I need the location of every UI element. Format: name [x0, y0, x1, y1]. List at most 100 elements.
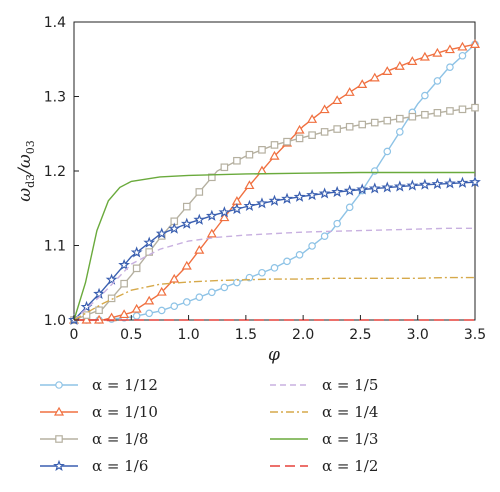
data-point — [181, 260, 192, 270]
data-point — [293, 190, 306, 202]
data-point — [157, 306, 166, 315]
data-point — [332, 95, 343, 105]
data-point — [105, 273, 118, 285]
series-line — [73, 227, 475, 321]
data-point — [107, 294, 116, 303]
y-axis-label-main: ω — [15, 188, 35, 202]
x-tick-label: 3.0 — [407, 327, 429, 343]
data-point — [270, 141, 279, 149]
legend-marker — [55, 435, 63, 443]
data-point — [256, 197, 268, 209]
legend-marker — [53, 459, 65, 472]
data-point — [244, 180, 255, 190]
y-axis-label-sep: /ω — [15, 154, 35, 176]
data-point — [95, 306, 103, 315]
y-axis-label-sub2: 03 — [24, 140, 37, 154]
x-tick-label: 3.5 — [464, 327, 486, 343]
data-point — [120, 279, 128, 288]
x-tick-label: 1.0 — [177, 327, 199, 343]
data-point — [194, 244, 205, 254]
legend-label: α = 1/8 — [92, 430, 148, 448]
data-point — [394, 61, 405, 70]
data-point — [208, 288, 216, 297]
data-point — [182, 202, 191, 211]
data-point — [231, 202, 243, 215]
data-point — [421, 110, 429, 119]
data-point — [320, 128, 329, 136]
data-point — [168, 222, 181, 234]
data-point — [270, 264, 279, 272]
data-point — [432, 47, 443, 57]
data-point — [358, 120, 367, 129]
data-point — [268, 194, 281, 206]
data-point — [433, 108, 442, 117]
series-4 — [68, 175, 481, 326]
series-line — [73, 276, 475, 321]
legend-item: α = 1/6 — [40, 457, 148, 475]
data-point — [132, 312, 141, 320]
data-point — [471, 103, 479, 112]
data-point — [333, 125, 341, 133]
legend-label: α = 1/4 — [322, 403, 378, 421]
series-5 — [73, 227, 475, 321]
data-point — [130, 246, 143, 258]
data-point — [368, 182, 381, 194]
data-point — [295, 251, 304, 259]
data-point — [357, 79, 368, 88]
data-point — [396, 114, 404, 123]
y-tick-label: 1.1 — [44, 239, 66, 255]
x-tick-label: 1.5 — [235, 327, 257, 343]
data-point — [370, 118, 379, 127]
series-7 — [73, 171, 475, 321]
data-point — [132, 264, 141, 273]
data-point — [195, 293, 204, 301]
data-point — [269, 150, 280, 160]
legend-label: α = 1/6 — [92, 457, 148, 475]
legend-item: α = 1/12 — [40, 376, 158, 394]
x-tick-label: 0.5 — [120, 327, 142, 343]
data-point — [381, 181, 394, 193]
series-6 — [73, 276, 475, 321]
legend: α = 1/12 α = 1/10 α = 1/8 α = 1/6 α = 1/5 α =… — [40, 376, 378, 475]
data-point — [233, 156, 241, 165]
data-point — [170, 302, 179, 311]
data-point — [383, 116, 392, 125]
data-point — [220, 283, 229, 292]
data-point — [205, 209, 218, 221]
data-point — [457, 41, 468, 51]
data-point — [331, 185, 344, 198]
series-line — [73, 106, 476, 321]
data-point — [145, 309, 153, 318]
legend-label: α = 1/3 — [322, 430, 378, 448]
data-point — [418, 178, 431, 190]
data-point — [283, 137, 291, 146]
data-point — [195, 188, 204, 196]
data-point — [344, 87, 355, 96]
x-tick-label: 2.5 — [349, 327, 371, 343]
data-point — [444, 177, 456, 189]
y-tick-label: 1.3 — [44, 90, 66, 106]
data-point — [206, 228, 217, 238]
legend-item: α = 1/3 — [270, 430, 378, 448]
data-point — [370, 167, 379, 175]
legend-label: α = 1/12 — [92, 376, 158, 394]
data-point — [431, 177, 444, 190]
x-axis-label: φ — [268, 345, 280, 365]
data-point — [281, 192, 293, 204]
data-point — [169, 273, 180, 283]
data-point — [258, 268, 266, 277]
legend-label: α = 1/10 — [92, 403, 158, 421]
data-point — [82, 311, 91, 319]
data-point — [193, 213, 206, 225]
y-axis-label: ωd3/ω03 — [15, 140, 37, 202]
data-point — [118, 258, 131, 271]
data-point — [308, 131, 316, 139]
data-point — [345, 203, 354, 212]
legend-label: α = 1/2 — [322, 457, 378, 475]
data-point — [444, 44, 455, 54]
legend-item: α = 1/10 — [40, 403, 158, 421]
plot-frame — [73, 21, 476, 321]
data-point — [406, 179, 419, 191]
series-layer — [68, 39, 481, 326]
